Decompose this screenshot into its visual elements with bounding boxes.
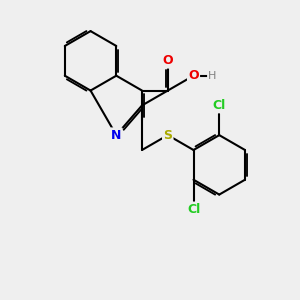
Text: O: O [163, 54, 173, 67]
Text: Cl: Cl [213, 99, 226, 112]
Text: Cl: Cl [187, 203, 200, 216]
Text: O: O [188, 69, 199, 82]
Text: N: N [111, 129, 122, 142]
Text: S: S [163, 129, 172, 142]
Text: H: H [208, 71, 217, 81]
